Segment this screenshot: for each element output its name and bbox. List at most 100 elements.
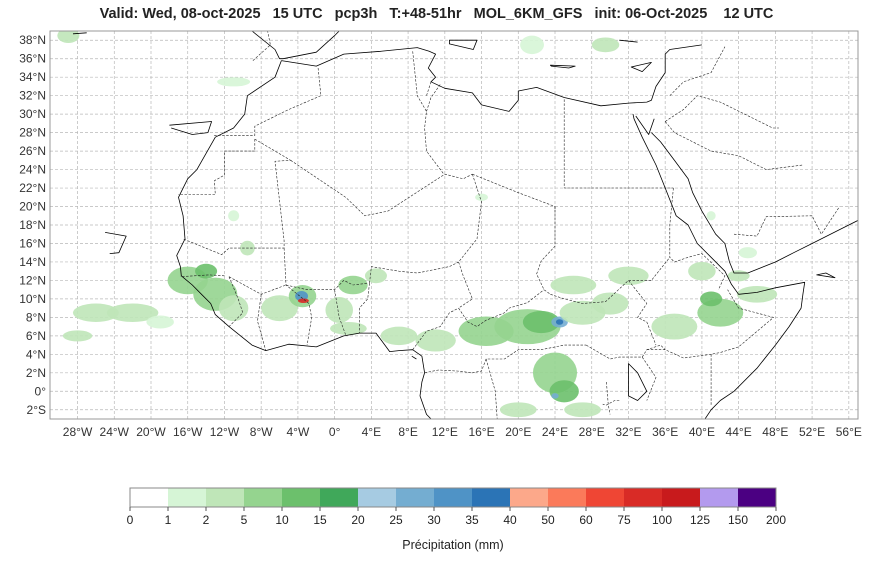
country-border <box>426 81 432 96</box>
country-border <box>426 84 441 112</box>
country-border <box>334 289 346 336</box>
lon-tick-label: 4°W <box>287 425 310 439</box>
colorbar-segment <box>510 488 549 507</box>
precip-area <box>228 210 240 222</box>
coastline-crete <box>550 64 576 69</box>
coastline-east-africa <box>632 114 806 419</box>
coastline-arabia <box>651 132 858 274</box>
map-title: Valid: Wed, 08-oct-2025 15 UTC pcp3h T:+… <box>99 6 774 22</box>
lon-tick-label: 4°E <box>362 425 381 439</box>
lat-tick-label: 38°N <box>19 33 46 47</box>
precip-area <box>415 329 456 352</box>
country-border <box>369 261 459 284</box>
coastlines <box>72 31 858 419</box>
colorbar-segment <box>282 488 321 507</box>
lon-tick-label: 0° <box>329 425 341 439</box>
coastline-sicily <box>449 39 478 50</box>
colorbar-tick-label: 75 <box>617 513 631 527</box>
coastline-canaries <box>169 121 212 135</box>
lon-tick-label: 16°E <box>468 425 494 439</box>
country-border <box>257 294 267 351</box>
precip-area <box>549 380 579 403</box>
precip-area <box>550 275 597 295</box>
country-border <box>359 283 370 334</box>
country-border <box>412 51 445 175</box>
precip-area <box>551 393 559 399</box>
country-border <box>213 67 322 136</box>
precip-area <box>555 319 564 325</box>
coastline-lake-victoria <box>628 363 648 401</box>
lat-tick-label: 24°N <box>19 163 46 177</box>
lon-tick-label: 8°W <box>250 425 273 439</box>
colorbar-tick-label: 200 <box>766 513 786 527</box>
country-border <box>485 358 498 419</box>
lat-tick-label: 16°N <box>19 236 46 250</box>
country-border <box>665 95 779 129</box>
lat-tick-label: 0° <box>35 384 47 398</box>
colorbar-segment <box>548 488 587 507</box>
precip-area <box>297 298 309 304</box>
country-border <box>290 160 473 217</box>
lat-tick-label: 2°S <box>27 403 46 417</box>
colorbar-segment <box>586 488 625 507</box>
country-border <box>283 248 313 346</box>
lat-tick-label: 18°N <box>19 218 46 232</box>
colorbar-tick-label: 15 <box>313 513 327 527</box>
lat-tick-label: 30°N <box>19 107 46 121</box>
country-border <box>228 276 287 295</box>
lat-tick-label: 12°N <box>19 273 46 287</box>
country-border <box>550 279 657 346</box>
lon-tick-label: 8°E <box>398 425 417 439</box>
precip-area <box>325 297 353 323</box>
lat-tick-label: 2°N <box>26 366 46 380</box>
country-border <box>563 99 674 189</box>
coastline-cyprus <box>630 62 652 72</box>
lon-tick-label: 16°W <box>173 425 203 439</box>
colorbar-tick-label: 40 <box>503 513 517 527</box>
colorbar-segment <box>168 488 207 507</box>
lat-tick-label: 26°N <box>19 144 46 158</box>
precip-area <box>591 292 629 315</box>
precip-area <box>499 402 537 418</box>
colorbar-tick-label: 1 <box>165 513 172 527</box>
colorbar-tick-label: 50 <box>541 513 555 527</box>
precip-area <box>261 295 298 322</box>
country-border <box>182 138 292 255</box>
colorbar-tick-label: 0 <box>127 513 134 527</box>
precip-area <box>62 330 93 342</box>
precip-area <box>688 261 716 281</box>
colorbar: 0 1 2 5 10 15 20 25 30 35 40 50 60 75 100 125 150 200 <box>127 487 786 527</box>
country-border <box>285 280 368 290</box>
country-border <box>733 206 840 237</box>
country-border <box>664 121 803 170</box>
coastline-socotra <box>816 272 836 279</box>
precip-area <box>380 326 418 346</box>
coastline-sinai <box>635 115 655 135</box>
lon-tick-label: 24°W <box>100 425 130 439</box>
country-border <box>669 46 726 96</box>
colorbar-segment <box>396 488 435 507</box>
precipitation-field <box>57 31 778 418</box>
precip-area <box>364 268 387 284</box>
precip-area <box>217 77 251 87</box>
colorbar-tick-label: 100 <box>652 513 672 527</box>
precip-area <box>706 211 716 221</box>
precip-area <box>727 270 750 282</box>
country-border <box>180 274 225 277</box>
lat-tick-label: 28°N <box>19 126 46 140</box>
lon-tick-label: 52°E <box>799 425 825 439</box>
precip-area <box>522 310 560 334</box>
country-border <box>458 174 545 327</box>
colorbar-label: Précipitation (mm) <box>402 538 503 552</box>
map-frame <box>49 30 859 420</box>
precip-area <box>57 31 80 44</box>
lat-tick-label: 10°N <box>19 292 46 306</box>
colorbar-segment <box>434 488 473 507</box>
longitude-labels: 28°W 24°W 20°W 16°W 12°W 8°W 4°W 0° 4°E 8°E 12°E 16… <box>63 425 862 439</box>
lon-tick-label: 40°E <box>689 425 715 439</box>
country-border <box>646 289 775 359</box>
colorbar-segment <box>130 488 169 507</box>
lon-tick-label: 20°W <box>136 425 166 439</box>
colorbar-tick-label: 150 <box>728 513 748 527</box>
colorbar-segment <box>244 488 283 507</box>
